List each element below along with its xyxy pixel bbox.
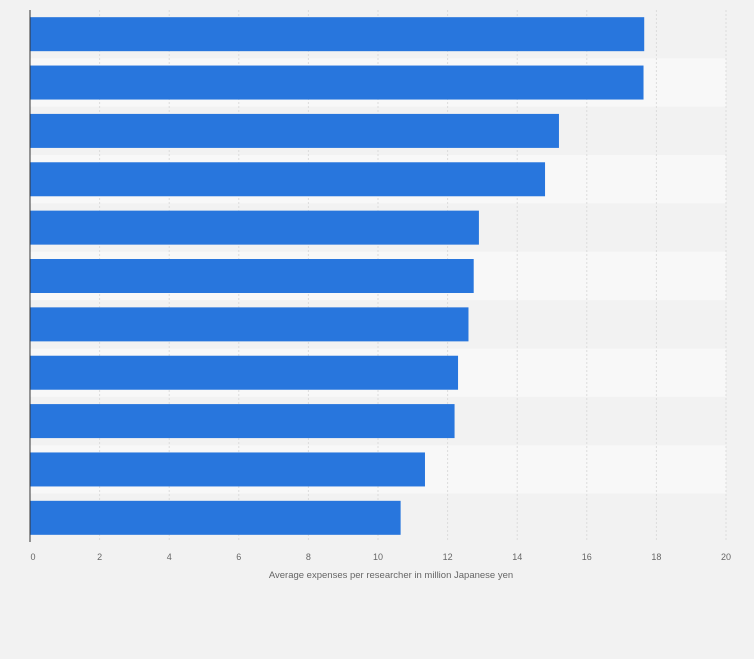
bar[interactable] (30, 210, 479, 245)
x-tick-label: 10 (373, 552, 383, 562)
bar[interactable] (30, 113, 559, 148)
bar[interactable] (30, 500, 401, 535)
x-tick-label: 16 (582, 552, 592, 562)
bar[interactable] (30, 17, 645, 52)
x-tick-label: 18 (651, 552, 661, 562)
bar[interactable] (30, 355, 459, 390)
x-tick-label: 8 (306, 552, 311, 562)
bar[interactable] (30, 404, 455, 439)
x-tick-label: 6 (236, 552, 241, 562)
x-tick-label: 2 (97, 552, 102, 562)
bar[interactable] (30, 259, 474, 293)
x-tick-label: 12 (443, 552, 453, 562)
x-tick-label: 14 (512, 552, 522, 562)
x-tick-label: 4 (167, 552, 172, 562)
x-axis-title: Average expenses per researcher in milli… (269, 570, 513, 581)
x-tick-label: 0 (30, 552, 35, 562)
x-tick-label: 20 (721, 552, 731, 562)
bars (30, 17, 645, 535)
bar[interactable] (30, 307, 469, 342)
bar[interactable] (30, 65, 644, 100)
bar[interactable] (30, 452, 425, 487)
x-axis-ticks: 0 2 4 6 8 10 12 14 16 18 20 (30, 552, 731, 562)
bar[interactable] (30, 162, 546, 197)
